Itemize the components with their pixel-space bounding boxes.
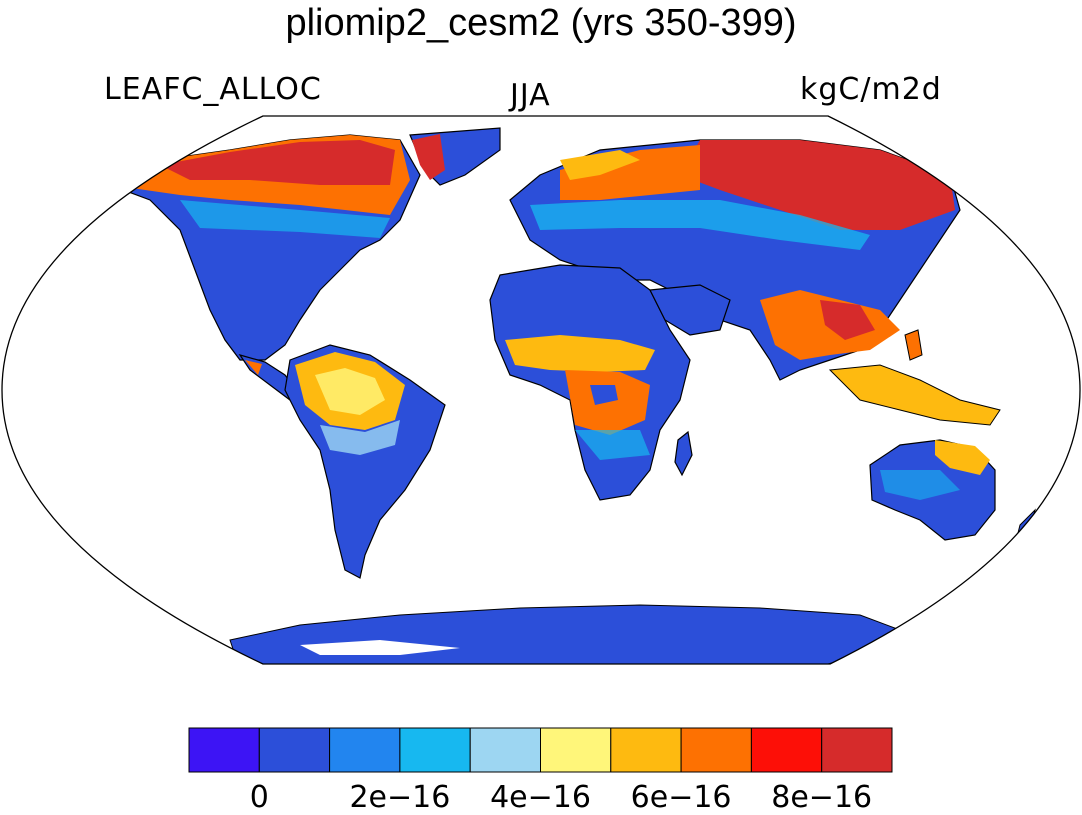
plot-title: pliomip2_cesm2 (yrs 350-399) bbox=[285, 2, 797, 44]
map-content bbox=[108, 127, 1036, 664]
philippines bbox=[904, 329, 923, 361]
antarctica-land bbox=[229, 604, 901, 664]
eurasia-yellow-band bbox=[560, 150, 640, 180]
colorbar-swatch bbox=[821, 727, 893, 773]
colorbar-swatch bbox=[399, 727, 471, 773]
colorbar-swatch bbox=[540, 727, 612, 773]
colorbar-swatch bbox=[680, 727, 752, 773]
new-zealand bbox=[1014, 508, 1036, 547]
congo-core bbox=[590, 385, 618, 405]
north-america-boreal-red bbox=[160, 140, 395, 185]
eurasia-transition bbox=[530, 200, 870, 250]
madagascar-land bbox=[674, 430, 693, 477]
south-asia-red bbox=[820, 300, 875, 340]
australia-transition bbox=[880, 470, 960, 500]
north-america-transition bbox=[180, 200, 390, 238]
antarctica-gap bbox=[300, 640, 460, 655]
colorbar-tick-label: 8e−16 bbox=[771, 780, 873, 815]
colorbar-swatch bbox=[329, 727, 401, 773]
colorbar-swatch bbox=[750, 727, 823, 773]
australia-north-warm bbox=[935, 440, 990, 475]
central-america-warm bbox=[245, 360, 262, 375]
colorbar-swatch bbox=[188, 727, 260, 773]
colorbar-swatch bbox=[469, 727, 542, 773]
colorbar-tick-label: 4e−16 bbox=[490, 780, 591, 815]
siberia-boreal bbox=[680, 140, 955, 230]
colorbar-swatch bbox=[610, 727, 682, 773]
colorbar-tick-label: 6e−16 bbox=[630, 780, 732, 815]
africa-sahel-warm bbox=[505, 335, 655, 372]
greenland-edge bbox=[412, 134, 445, 180]
colorbar bbox=[188, 727, 893, 773]
eurasia-orange-band bbox=[560, 145, 700, 200]
africa-transition bbox=[575, 430, 650, 460]
units-label: kgC/m2d bbox=[800, 72, 942, 107]
amazon-light bbox=[315, 368, 385, 415]
variable-label: LEAFC_ALLOC bbox=[104, 72, 322, 107]
arabia-land bbox=[649, 284, 731, 336]
colorbar-swatch bbox=[258, 727, 331, 773]
maritime-asia bbox=[828, 364, 1001, 426]
colorbar-tick-label: 2e−16 bbox=[349, 780, 451, 815]
south-america-transition bbox=[320, 420, 400, 455]
congo-basin bbox=[565, 370, 650, 435]
globe-outline bbox=[1, 115, 1081, 665]
season-label: JJA bbox=[510, 78, 551, 113]
colorbar-tick-label: 0 bbox=[249, 780, 269, 815]
